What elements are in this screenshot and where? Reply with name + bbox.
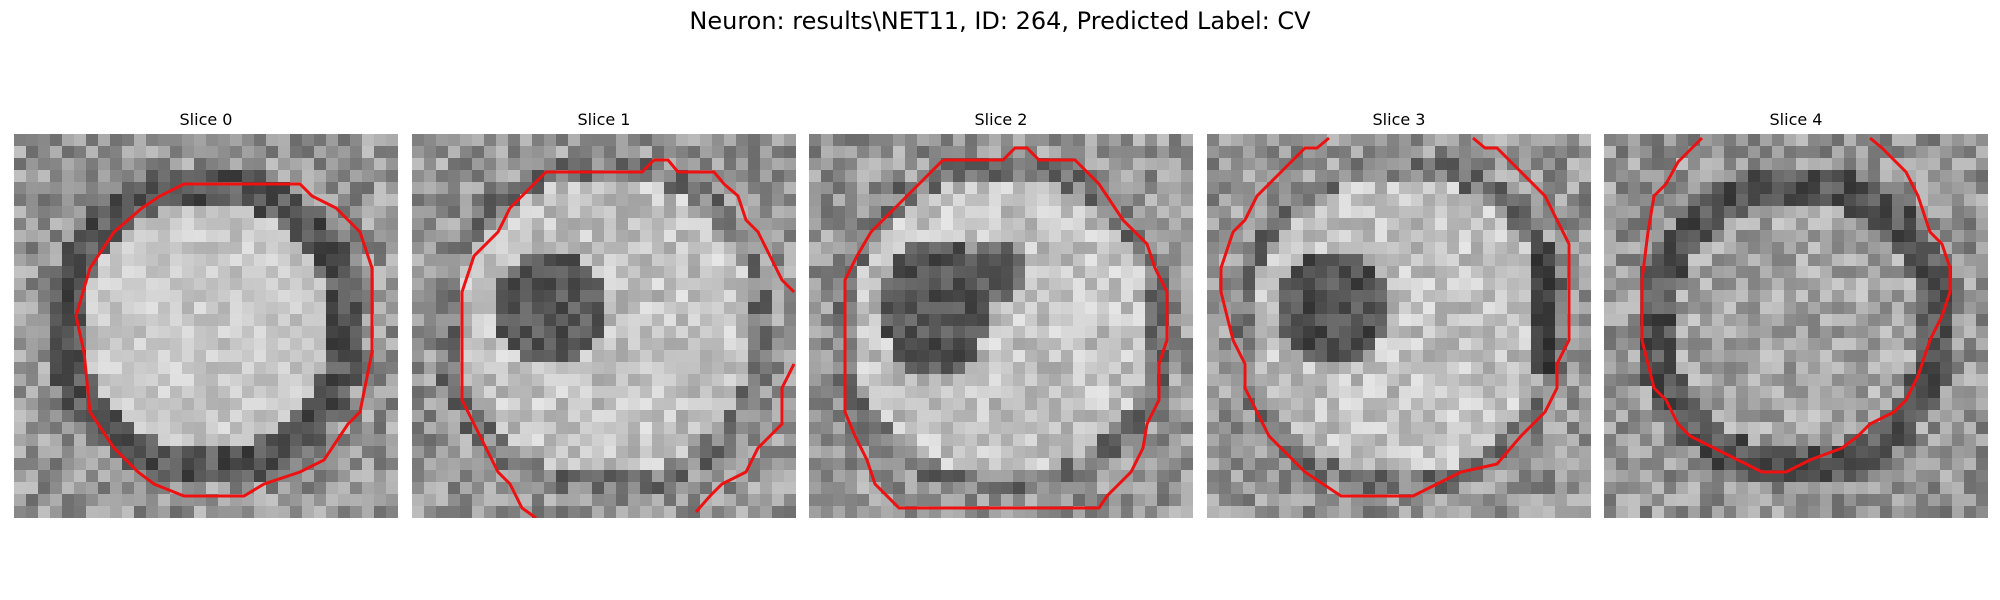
slice-panel-2	[809, 134, 1193, 518]
cell-contour-1	[654, 158, 796, 294]
panel-title-slice-2: Slice 2	[974, 110, 1028, 129]
slice-pixels-2	[809, 134, 1193, 518]
cell-contour-1c	[694, 363, 796, 513]
cell-contour-4	[1640, 136, 1952, 474]
panel-title-slice-3: Slice 3	[1372, 110, 1426, 129]
panel-title-slice-4: Slice 4	[1769, 110, 1823, 129]
cell-contour-0	[74, 182, 374, 498]
slice-panel-4	[1604, 134, 1988, 518]
slice-image-0	[14, 134, 398, 518]
cell-contour-1b	[460, 158, 656, 518]
slice-image-3	[1207, 134, 1591, 518]
slice-image-2	[809, 134, 1193, 518]
figure-title: Neuron: results\NET11, ID: 264, Predicte…	[689, 7, 1311, 35]
cell-contour-3	[1219, 136, 1571, 498]
slice-pixels-0	[14, 134, 398, 518]
panel-title-slice-0: Slice 0	[179, 110, 233, 129]
slice-image-1	[412, 134, 796, 518]
slice-image-4	[1604, 134, 1988, 518]
panel-title-slice-1: Slice 1	[577, 110, 631, 129]
slice-panel-3	[1207, 134, 1591, 518]
cell-contour-2	[843, 146, 1169, 510]
slice-panel-0	[14, 134, 398, 518]
slice-pixels-4	[1604, 134, 1988, 518]
slice-pixels-3	[1207, 134, 1591, 518]
slice-pixels-1	[412, 134, 796, 518]
slice-panel-1	[412, 134, 796, 518]
